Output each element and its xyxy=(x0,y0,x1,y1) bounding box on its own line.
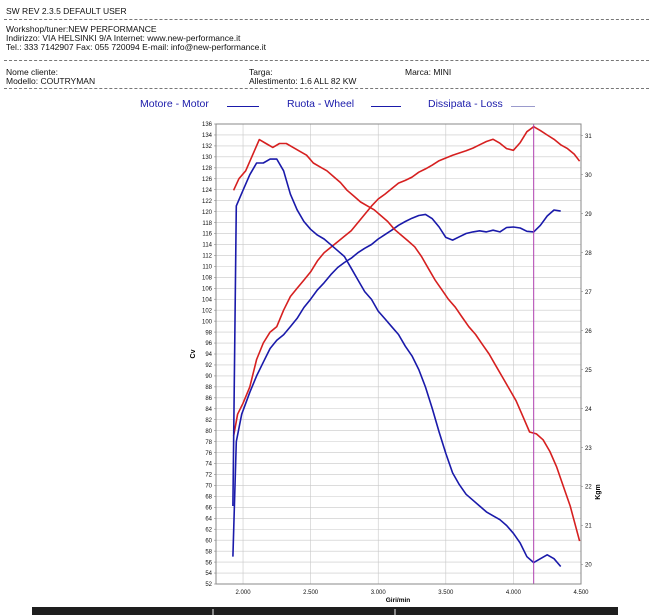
divider-middle xyxy=(4,60,649,61)
y2-tick-label: 28 xyxy=(585,251,592,257)
y-tick-label: 108 xyxy=(202,276,213,282)
y2-tick-label: 20 xyxy=(585,563,592,569)
client-label: Nome cliente: xyxy=(6,67,58,77)
y-tick-label: 130 xyxy=(202,155,213,161)
make-label: Marca: MINI xyxy=(405,67,452,77)
x-tick-label: 4.500 xyxy=(573,590,589,596)
y-tick-label: 82 xyxy=(205,418,212,424)
series-line-wheel-torque xyxy=(232,158,562,568)
grid-layer xyxy=(216,123,582,585)
y2-tick-labels: 20 21 22 23 24 25 26 27 28 29 30 31 xyxy=(580,134,592,584)
y2-tick-label: 31 xyxy=(585,134,592,140)
series-line-engine-torque xyxy=(232,138,581,542)
legend-wheel-label: Ruota - Wheel xyxy=(287,98,355,110)
header-software: SW REV 2.3.5 DEFAULT USER xyxy=(6,6,127,16)
y-tick-label: 102 xyxy=(202,308,213,314)
y-tick-label: 98 xyxy=(205,330,212,336)
header-address: Indirizzo: VIA HELSINKI 9/A Internet: ww… xyxy=(6,33,241,43)
x-tick-label: 4.000 xyxy=(506,590,522,596)
legend-loss-label: Dissipata - Loss xyxy=(428,98,503,110)
y-tick-label: 78 xyxy=(205,440,212,446)
y-tick-label: 106 xyxy=(202,286,213,292)
legend-engine-label: Motore - Motor xyxy=(140,98,209,110)
y-tick-label: 110 xyxy=(202,265,212,271)
y-tick-label: 74 xyxy=(205,462,212,468)
footer-divider xyxy=(394,609,396,615)
y2-tick-label: 27 xyxy=(585,290,592,296)
x-axis-label: Giri/min xyxy=(386,597,411,604)
y2-tick-label: 21 xyxy=(585,524,592,530)
series-line-engine-power xyxy=(232,125,581,437)
y2-tick-label: 24 xyxy=(585,407,592,413)
x-tick-label: 2.000 xyxy=(236,590,252,596)
y-tick-label: 116 xyxy=(202,232,212,238)
y-tick-label: 54 xyxy=(205,571,212,577)
y2-tick-label: 29 xyxy=(585,212,592,218)
model-label: Modello: COUTRYMAN xyxy=(6,76,96,86)
divider-top xyxy=(4,19,649,20)
y-tick-label: 120 xyxy=(202,210,213,216)
x-tick-label: 3.000 xyxy=(371,590,387,596)
y-tick-label: 94 xyxy=(205,352,212,358)
y-tick-label: 64 xyxy=(205,516,212,522)
y2-tick-label: 25 xyxy=(585,368,592,374)
y-tick-label: 90 xyxy=(205,374,212,380)
y-tick-label: 76 xyxy=(205,451,212,457)
report-footer-bar xyxy=(32,607,618,615)
y-tick-label: 132 xyxy=(202,144,213,150)
y-tick-label: 128 xyxy=(202,166,213,172)
header-workshop: Workshop/tuner:NEW PERFORMANCE xyxy=(6,24,157,34)
y-tick-label: 58 xyxy=(205,549,212,555)
legend-engine-line xyxy=(227,106,259,107)
y-tick-label: 134 xyxy=(202,133,213,139)
y2-axis-label: Kgm xyxy=(595,484,602,500)
y2-tick-label: 23 xyxy=(585,446,592,452)
y-tick-label: 100 xyxy=(202,319,213,325)
legend-loss-line xyxy=(511,106,535,107)
x-tick-label: 2.500 xyxy=(303,590,319,596)
y-tick-label: 60 xyxy=(205,538,212,544)
setup-label: Allestimento: 1.6 ALL 82 KW xyxy=(249,76,357,86)
y-tick-label: 96 xyxy=(205,341,212,347)
plate-label: Targa: xyxy=(249,67,273,77)
series-layer xyxy=(232,125,581,568)
y-tick-label: 80 xyxy=(205,429,212,435)
y-tick-label: 70 xyxy=(205,484,212,490)
x-tick-labels: 2.000 2.500 3.000 3.500 4.000 4.500 xyxy=(236,590,590,596)
y-tick-label: 118 xyxy=(202,221,212,227)
legend-wheel-line xyxy=(371,106,401,107)
y-tick-label: 122 xyxy=(202,199,213,205)
series-line-wheel-power xyxy=(232,209,561,557)
y-tick-label: 66 xyxy=(205,506,212,512)
y-tick-label: 86 xyxy=(205,396,212,402)
y-tick-label: 84 xyxy=(205,407,212,413)
x-tick-label: 3.500 xyxy=(438,590,454,596)
y-tick-label: 68 xyxy=(205,495,212,501)
y-tick-label: 126 xyxy=(202,177,213,183)
footer-divider xyxy=(212,609,214,615)
y-tick-label: 56 xyxy=(205,560,212,566)
y-tick-label: 114 xyxy=(202,243,212,249)
header-contacts: Tel.: 333 7142907 Fax: 055 720094 E-mail… xyxy=(6,42,267,52)
y-axis-label: Cv xyxy=(190,349,197,358)
y-tick-label: 124 xyxy=(202,188,213,194)
y-tick-label: 72 xyxy=(205,473,212,479)
y-tick-label: 62 xyxy=(205,527,212,533)
y-tick-label: 88 xyxy=(205,385,212,391)
y2-tick-label: 22 xyxy=(585,485,592,491)
y-tick-label: 112 xyxy=(202,254,212,260)
divider-bottom xyxy=(4,88,649,89)
y-tick-label: 52 xyxy=(205,582,212,588)
plot-frame xyxy=(215,123,582,585)
y2-tick-label: 30 xyxy=(585,173,592,179)
y2-tick-label: 26 xyxy=(585,329,592,335)
y-tick-label: 92 xyxy=(205,363,212,369)
y-tick-label: 104 xyxy=(202,297,213,303)
y-tick-label: 136 xyxy=(202,122,213,128)
y-tick-labels: 52 54 56 58 60 62 64 66 68 70 72 74 76 78 80 82 84 86 88 90… xyxy=(202,122,216,588)
